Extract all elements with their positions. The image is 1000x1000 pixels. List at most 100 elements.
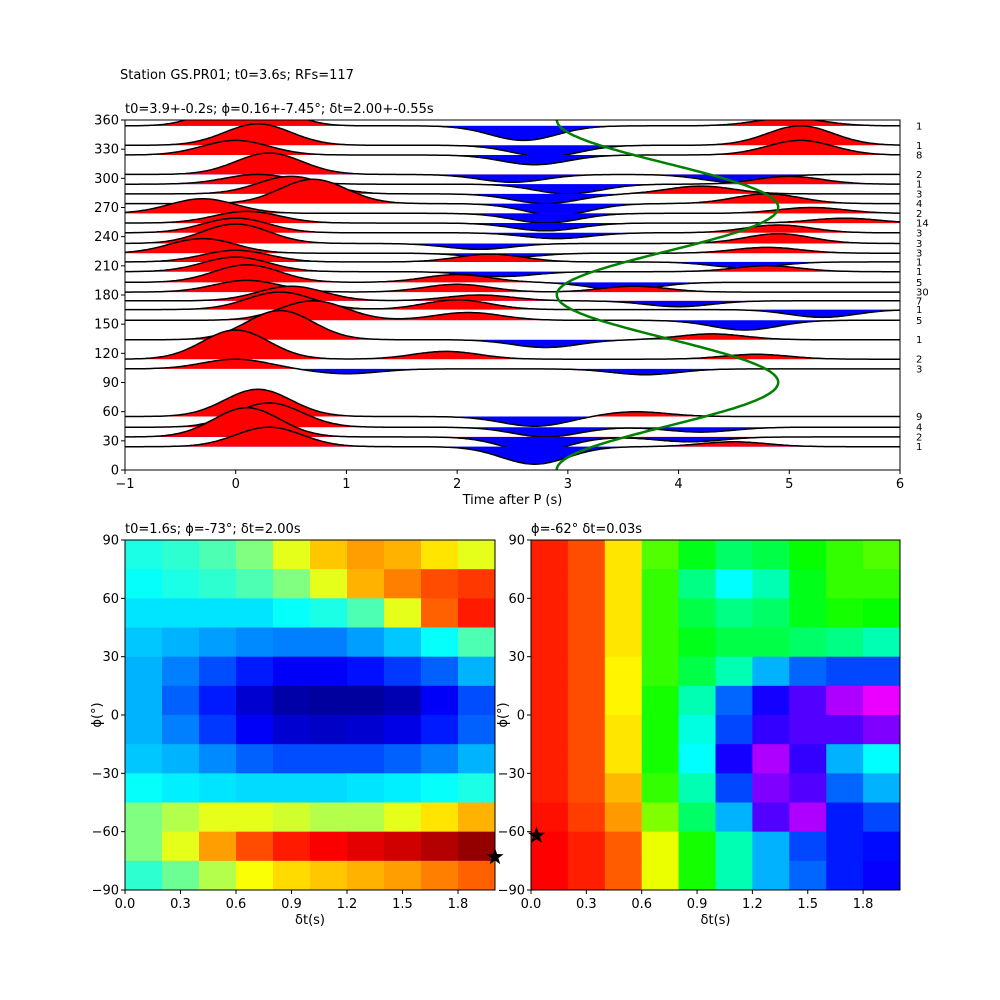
negative-fill: [125, 213, 900, 224]
heat-cell: [752, 685, 790, 716]
trace-count: 5: [916, 316, 922, 327]
trace: [125, 223, 900, 251]
heat-cell: [678, 540, 717, 570]
plot-area: [125, 540, 495, 890]
heat-cell: [421, 860, 459, 890]
heat-cell: [458, 773, 495, 804]
heat-cell: [863, 773, 900, 804]
heat-cell: [863, 744, 900, 774]
heat-cell: [604, 744, 643, 774]
trace: [125, 210, 900, 232]
heat-cell: [310, 773, 348, 804]
x-tick-label: 1.2: [742, 897, 763, 912]
heat-cell: [236, 656, 274, 687]
positive-fill: [125, 427, 900, 447]
heat-cell: [678, 831, 717, 862]
heat-cell: [531, 802, 569, 833]
heat-cell: [125, 569, 163, 599]
heat-cell: [384, 685, 422, 716]
heat-cell: [604, 540, 643, 570]
plot-area: [125, 120, 900, 470]
positive-fill: [125, 286, 900, 301]
heat-cell: [531, 540, 569, 570]
y-tick-label: 30: [102, 650, 119, 665]
heat-cell: [789, 715, 827, 745]
trace: [125, 291, 900, 319]
trace: [125, 285, 900, 308]
negative-fill: [125, 145, 900, 157]
heat-cell: [162, 598, 200, 629]
heat-cell: [384, 773, 422, 804]
heat-cell: [863, 627, 900, 658]
heat-cell: [789, 802, 827, 833]
heat-cell: [531, 569, 569, 599]
heat-cell: [310, 598, 348, 629]
y-tick-label: 240: [94, 230, 119, 245]
x-axis-label: δt(s): [295, 913, 325, 928]
trace: [125, 358, 900, 376]
x-tick-label: 0.6: [226, 897, 247, 912]
x-tick-label: 0: [232, 477, 240, 492]
heat-cell: [384, 831, 422, 862]
heat-cell: [273, 773, 311, 804]
heat-cell: [347, 773, 385, 804]
heat-cell: [641, 540, 680, 570]
y-tick-label: 360: [94, 114, 119, 129]
negative-fill: [125, 300, 900, 307]
heat-cell: [162, 540, 200, 570]
plot-area: [531, 540, 900, 890]
negative-fill: [125, 193, 900, 204]
heat-cell: [752, 831, 790, 862]
trace-count: 9: [916, 412, 922, 423]
heat-cell: [826, 744, 864, 774]
heat-cell: [458, 627, 495, 658]
heat-cell: [310, 860, 348, 890]
heat-cell: [863, 598, 900, 629]
negative-fill: [125, 203, 900, 216]
heat-cell: [641, 773, 680, 804]
x-tick-label: 0.0: [521, 897, 542, 912]
trace-count: 8: [916, 151, 922, 162]
trace: [125, 279, 900, 293]
heat-cell: [236, 715, 274, 745]
y-tick-label: 0: [111, 464, 119, 479]
trace-count: 3: [916, 364, 922, 375]
heat-cell: [641, 656, 680, 687]
x-tick-label: 0.9: [281, 897, 302, 912]
heat-cell: [347, 569, 385, 599]
positive-fill: [125, 300, 900, 321]
heat-cell: [826, 831, 864, 862]
x-tick-label: 0.0: [115, 897, 136, 912]
x-tick-label: 1.8: [448, 897, 469, 912]
heat-cell: [863, 831, 900, 862]
heat-cell: [678, 744, 717, 774]
heat-cell: [641, 831, 680, 862]
y-tick-label: −60: [498, 825, 525, 840]
x-tick-label: 0.3: [170, 897, 191, 912]
heat-cell: [125, 715, 163, 745]
x-tick-label: 2: [453, 477, 461, 492]
x-tick-label: 4: [674, 477, 682, 492]
heat-cell: [199, 627, 237, 658]
heat-cell: [458, 685, 495, 716]
heat-cell: [199, 598, 237, 629]
heat-cell: [752, 744, 790, 774]
heat-cell: [458, 802, 495, 833]
positive-fill: [125, 140, 900, 155]
heat-cell: [641, 569, 680, 599]
heat-cell: [384, 627, 422, 658]
y-tick-label: 180: [94, 289, 119, 304]
heat-cell: [236, 627, 274, 658]
y-tick-label: 0: [111, 709, 119, 724]
y-tick-label: −30: [498, 767, 525, 782]
y-axis-label: ϕ(°): [90, 702, 105, 727]
heat-cell: [678, 656, 717, 687]
heat-cell: [567, 656, 606, 687]
heat-cell: [162, 715, 200, 745]
heat-cell: [125, 685, 163, 716]
heat-cell: [199, 656, 237, 687]
heat-cell: [715, 598, 753, 629]
negative-fill: [125, 271, 900, 277]
heat-cell: [273, 744, 311, 774]
heat-cell: [715, 569, 753, 599]
